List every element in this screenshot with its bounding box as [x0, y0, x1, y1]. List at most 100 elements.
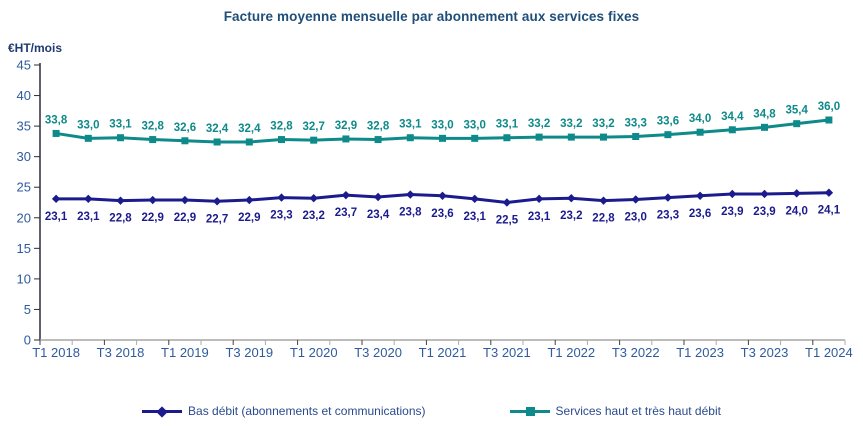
data-label: 33,2: [528, 118, 550, 130]
data-label: 23,7: [335, 207, 357, 219]
data-label: 22,9: [174, 212, 196, 224]
y-axis-unit-label: €HT/mois: [8, 41, 63, 55]
legend-item-bas-debit: Bas débit (abonnements et communications…: [142, 404, 426, 418]
diamond-marker-icon: [567, 194, 576, 203]
x-tick-label: T3 2023: [741, 345, 789, 360]
x-tick-label: T3 2020: [354, 345, 402, 360]
diamond-marker-icon: [760, 189, 769, 199]
diamond-marker-icon: [438, 191, 447, 200]
square-marker-icon: [535, 133, 543, 141]
square-marker-icon: [664, 131, 672, 139]
diamond-marker-icon: [309, 194, 318, 203]
diamond-marker-icon: [84, 194, 93, 204]
square-marker-icon: [342, 135, 350, 143]
data-label: 23,2: [560, 210, 582, 222]
y-tick-label: 45: [17, 58, 31, 73]
data-label: 22,9: [238, 212, 260, 224]
square-marker-icon: [149, 136, 157, 144]
data-label: 32,8: [270, 121, 293, 133]
data-label: 33,2: [560, 118, 582, 130]
square-marker-icon: [761, 123, 768, 131]
data-label: 33,8: [45, 114, 68, 126]
x-tick-label: T1 2020: [290, 345, 338, 360]
diamond-marker-icon: [116, 196, 125, 205]
data-label: 22,8: [592, 213, 615, 225]
data-label: 23,1: [77, 211, 100, 223]
diamond-marker-icon: [534, 194, 544, 204]
data-label: 34,8: [753, 108, 776, 120]
legend-item-haut-debit: Services haut et très haut débit: [509, 404, 721, 418]
diamond-marker-icon: [824, 188, 834, 197]
data-label: 23,1: [528, 211, 551, 223]
legend: Bas débit (abonnements et communications…: [0, 404, 863, 418]
data-label: 32,6: [174, 122, 196, 134]
data-label: 24,1: [818, 205, 841, 217]
y-tick-label: 20: [17, 210, 31, 225]
data-label: 32,9: [335, 120, 357, 132]
data-label: 23,6: [431, 208, 453, 220]
x-tick-label: T1 2022: [547, 345, 595, 360]
diamond-marker-icon: [373, 192, 383, 202]
data-label: 23,4: [367, 209, 390, 221]
x-tick-label: T1 2021: [419, 345, 467, 360]
diamond-marker-icon: [631, 195, 640, 204]
diamond-marker-icon: [180, 195, 190, 205]
y-tick-label: 35: [17, 119, 31, 134]
data-label: 23,1: [464, 211, 487, 223]
data-label: 34,4: [721, 111, 744, 123]
data-label: 33,1: [496, 119, 519, 131]
diamond-marker-icon: [212, 197, 222, 206]
y-tick-label: 30: [17, 149, 31, 164]
square-marker-icon: [471, 134, 479, 142]
diamond-marker-icon: [277, 193, 286, 202]
data-label: 23,8: [399, 207, 422, 219]
data-label: 33,0: [431, 119, 453, 131]
x-tick-label: T3 2021: [483, 345, 531, 360]
data-label: 35,4: [786, 105, 809, 117]
diamond-marker-icon: [341, 190, 351, 200]
diamond-marker-icon: [728, 189, 737, 199]
square-marker-icon: [117, 134, 124, 142]
square-marker-icon: [181, 137, 189, 145]
diamond-marker-icon: [51, 194, 61, 204]
data-label: 32,4: [238, 123, 261, 135]
x-tick-label: T1 2019: [161, 345, 209, 360]
x-tick-label: T3 2019: [225, 345, 273, 360]
data-label: 23,0: [625, 211, 647, 223]
data-label: 33,1: [399, 119, 422, 131]
diamond-marker-icon: [470, 194, 479, 204]
legend-label-bas-debit: Bas débit (abonnements et communications…: [188, 404, 426, 418]
square-marker-icon: [567, 133, 575, 141]
square-marker-icon: [825, 116, 833, 124]
data-label: 32,8: [142, 121, 165, 133]
legend-diamond-marker-icon: [142, 405, 183, 418]
square-marker-icon: [728, 126, 736, 134]
x-tick-label: T3 2018: [97, 345, 145, 360]
diamond-icon: [156, 405, 168, 418]
data-label: 23,3: [270, 210, 292, 222]
square-marker-icon: [793, 120, 801, 128]
y-tick-label: 25: [17, 180, 31, 195]
x-tick-label: T1 2023: [676, 345, 724, 360]
x-tick-label: T1 2018: [32, 345, 80, 360]
y-tick-label: 15: [17, 241, 31, 256]
square-marker-icon: [600, 133, 607, 141]
data-label: 33,6: [657, 116, 679, 128]
data-label: 32,8: [367, 121, 390, 133]
square-marker-icon: [632, 133, 640, 140]
legend-square-marker-icon: [509, 405, 550, 417]
square-marker-icon: [503, 134, 511, 142]
diamond-marker-icon: [148, 195, 157, 205]
data-label: 22,7: [206, 213, 228, 225]
y-tick-label: 0: [24, 333, 31, 348]
square-marker-icon: [374, 136, 382, 144]
diamond-marker-icon: [599, 196, 608, 205]
data-label: 32,7: [303, 121, 325, 133]
square-marker-icon: [278, 136, 285, 144]
x-tick-label: T1 2024: [805, 345, 853, 360]
data-label: 23,3: [657, 210, 679, 222]
data-label: 33,3: [625, 118, 647, 130]
square-marker-icon: [52, 129, 60, 137]
